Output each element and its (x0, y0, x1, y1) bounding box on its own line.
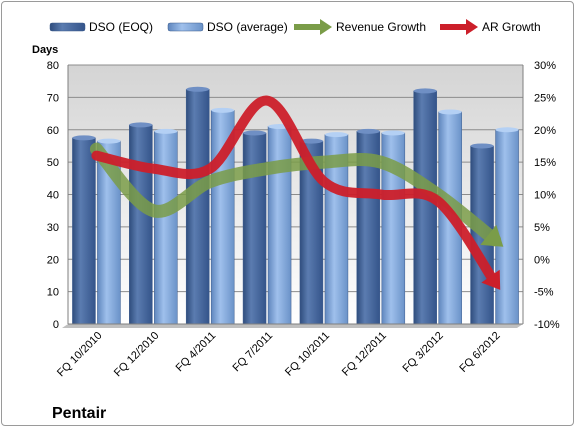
y-right-tick-label: 5% (534, 222, 550, 234)
legend-label-dso-average-: DSO (average) (207, 20, 288, 34)
y-right-tick-label: 30% (534, 60, 556, 72)
y-right-tick-label: 10% (534, 190, 556, 202)
y-right-tick-label: 25% (534, 92, 556, 104)
bar-dso-eoq- (129, 124, 153, 325)
y-right-tick-label: 15% (534, 157, 556, 169)
x-tick-label: FQ 3/2012 (401, 330, 446, 375)
bar-dso-eoq- (72, 137, 96, 325)
y-left-tick-label: 40 (47, 190, 59, 202)
revenue-growth-arrowhead (480, 224, 504, 247)
y-left-tick-label: 80 (47, 60, 59, 72)
legend-label-revenue-growth: Revenue Growth (336, 20, 426, 34)
bar-top (154, 128, 178, 134)
bar-top (129, 122, 153, 128)
legend-label-ar-growth: AR Growth (482, 20, 541, 34)
y-left-tick-label: 30 (47, 222, 59, 234)
bar-top (438, 109, 462, 115)
x-tick-label: FQ 6/2012 (457, 330, 502, 375)
y-right-tick-label: 20% (534, 125, 556, 137)
y-right-tick-label: -5% (534, 287, 554, 299)
legend-swatch-dso-average- (167, 22, 204, 32)
x-tick-label: FQ 4/2011 (174, 330, 219, 375)
bar-top (211, 107, 235, 113)
revenue-growth-line (89, 142, 502, 247)
bar-top (470, 143, 494, 149)
y-left-tick-label: 0 (53, 319, 59, 331)
legend-swatch-dso-eoq- (49, 22, 86, 32)
bar-top (413, 88, 437, 94)
y-left-tick-label: 20 (47, 254, 59, 266)
legend-arrowhead-revenue-growth (320, 19, 332, 35)
legend-arrowhead-ar-growth (466, 19, 478, 35)
bar-top (381, 130, 405, 136)
bar-dso-average- (267, 126, 292, 325)
bar-dso-eoq- (413, 90, 437, 325)
bar-top (356, 128, 380, 134)
x-tick-label: FQ 10/2010 (55, 330, 105, 380)
bar-top (97, 138, 121, 144)
bar-dso-average- (495, 129, 519, 325)
bar-top (495, 127, 519, 133)
y-axis-title: Days (32, 44, 58, 56)
y-left-tick-label: 70 (47, 92, 59, 104)
ar-growth-arrowhead (481, 269, 501, 290)
plot-floor (62, 324, 523, 328)
bar-dso-average- (154, 131, 178, 325)
bar-dso-eoq- (242, 132, 267, 325)
bar-dso-eoq- (185, 89, 210, 325)
x-tick-label: FQ 12/2010 (112, 330, 162, 380)
legend-label-dso-eoq-: DSO (EOQ) (89, 20, 153, 34)
bar-top (72, 135, 96, 141)
bar-top (324, 132, 348, 138)
bar-top (299, 138, 323, 144)
x-tick-label: FQ 7/2011 (231, 330, 276, 375)
y-left-tick-label: 60 (47, 125, 59, 137)
bar-top (186, 86, 210, 92)
bar-top (243, 130, 267, 136)
company-name: Pentair (52, 405, 106, 422)
y-left-tick-label: 50 (47, 157, 59, 169)
ar-growth-line (91, 95, 500, 287)
x-tick-label: FQ 10/2011 (283, 330, 332, 379)
y-left-tick-label: 10 (47, 287, 59, 299)
y-right-tick-label: 0% (534, 254, 550, 266)
y-right-tick-label: -10% (534, 319, 560, 331)
x-tick-label: FQ 12/2011 (340, 330, 389, 379)
